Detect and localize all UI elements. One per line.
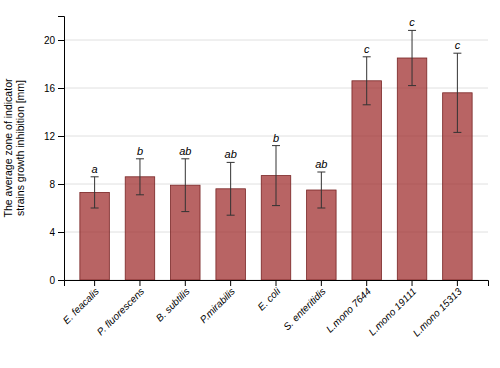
x-tick: L.mono 19111: [366, 280, 418, 338]
tick-label: 16: [44, 83, 56, 94]
annotation: c: [409, 16, 415, 28]
tick-mark: [230, 280, 231, 286]
error-bar: [272, 146, 280, 206]
x-tick: S. enteritidis: [281, 280, 328, 332]
grid: [64, 40, 488, 280]
annotation: a: [92, 163, 98, 175]
tick-mark: [276, 280, 277, 286]
bar: [397, 58, 426, 280]
tick-mark: [58, 136, 64, 137]
tick-mark: [412, 280, 413, 286]
y-axis: 0 4 8 12 16 20: [44, 17, 65, 286]
tick-mark: [58, 88, 64, 89]
annotation: b: [137, 145, 143, 157]
tick-label: B. subtilis: [154, 286, 192, 324]
y-tick: 4: [49, 227, 64, 238]
tick-label: 12: [44, 131, 56, 142]
x-tick: E. coli: [255, 280, 283, 313]
tick-mark: [366, 280, 367, 286]
x-tick: B. subtilis: [154, 280, 192, 324]
tick-label: S. enteritidis: [281, 286, 328, 333]
y-tick: 0: [49, 275, 64, 286]
y-tick: 16: [44, 83, 64, 94]
y-tick: 20: [44, 35, 64, 46]
tick-label: L.mono 7644: [324, 285, 373, 334]
annotation: ab: [225, 148, 237, 160]
error-bar: [227, 162, 235, 215]
error-bar: [317, 172, 325, 208]
annotations: abababbabccc: [92, 16, 461, 174]
tick-mark: [185, 280, 186, 286]
tick-label: E. coli: [255, 285, 283, 313]
annotation: ab: [179, 145, 191, 157]
tick-label: P.mirabilis: [198, 286, 237, 325]
axis-line: [65, 281, 489, 287]
error-bar: [363, 57, 371, 105]
annotation: c: [364, 43, 370, 55]
tick-label: 0: [49, 275, 55, 286]
plot: abababbabccc048121620E. feacalisP. fluor…: [2, 16, 489, 338]
annotation: c: [455, 39, 461, 51]
x-tick: L.mono 15313: [411, 280, 464, 339]
error-bar: [136, 159, 144, 195]
annotation: ab: [315, 158, 327, 170]
error-bar: [408, 30, 416, 85]
bar: [352, 81, 381, 280]
chart: abababbabccc048121620E. feacalisP. fluor…: [0, 0, 500, 368]
y-tick: 12: [44, 131, 64, 142]
x-axis: E. feacalisP. fluorescensB. subtilisP.mi…: [61, 280, 489, 339]
tick-mark: [58, 40, 64, 41]
tick-label: 4: [49, 227, 55, 238]
y-tick: 8: [49, 179, 64, 190]
axis-line: [58, 17, 65, 281]
tick-mark: [321, 280, 322, 286]
tick-mark: [139, 280, 140, 286]
error-bar: [453, 53, 461, 132]
tick-label: 8: [49, 179, 55, 190]
tick-label: E. feacalis: [61, 286, 101, 326]
tick-mark: [457, 280, 458, 286]
x-tick: L.mono 7644: [324, 280, 373, 335]
tick-label: P. fluorescens: [95, 286, 147, 338]
grid-line: [64, 40, 488, 41]
y-axis-title: The average zone of indicatorstrains gro…: [2, 78, 26, 217]
tick-label: 20: [44, 35, 56, 46]
error-bar: [181, 159, 189, 212]
x-tick: E. feacalis: [61, 280, 101, 326]
tick-mark: [94, 280, 95, 286]
annotation: b: [273, 132, 279, 144]
tick-mark: [58, 232, 64, 233]
tick-label: L.mono 15313: [411, 285, 464, 338]
tick-mark: [58, 280, 64, 281]
error-bar: [91, 177, 99, 208]
tick-mark: [58, 184, 64, 185]
marks: [80, 30, 472, 280]
x-tick: P. fluorescens: [95, 280, 147, 337]
x-tick: P.mirabilis: [198, 280, 237, 325]
